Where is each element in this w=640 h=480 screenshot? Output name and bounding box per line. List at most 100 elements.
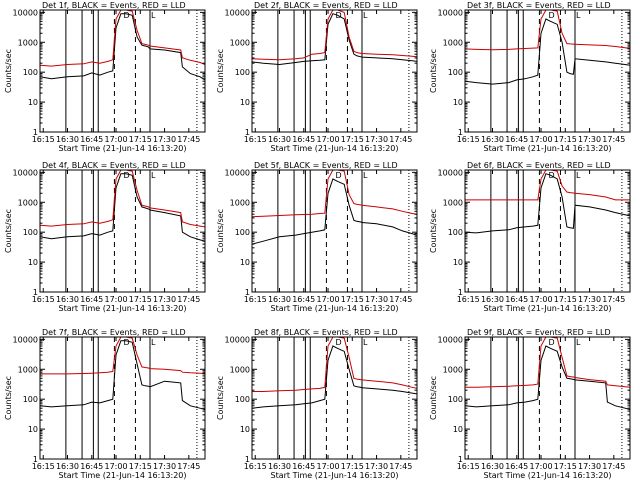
y-tick-label: 1 bbox=[33, 455, 38, 464]
x-tick-label: 17:00 bbox=[104, 295, 127, 304]
series-group bbox=[252, 10, 417, 66]
y-tick-label: 1 bbox=[458, 128, 463, 137]
x-axis-title: Start Time (21-Jun-14 16:13:20) bbox=[484, 471, 612, 480]
x-tick-label: 17:45 bbox=[389, 462, 412, 471]
x-tick-label: 16:30 bbox=[268, 295, 291, 304]
y-tick-label: 1 bbox=[245, 128, 250, 137]
y-axis-title: Counts/sec bbox=[216, 49, 225, 93]
y-tick-label: 1000 bbox=[443, 365, 463, 374]
x-tick-label: 17:30 bbox=[153, 135, 176, 144]
x-tick-label: 16:45 bbox=[292, 135, 315, 144]
y-tick-label: 1000 bbox=[230, 38, 250, 47]
x-tick-label: 17:45 bbox=[602, 462, 625, 471]
marker-letter: L bbox=[576, 11, 581, 20]
x-tick-label: 16:30 bbox=[481, 295, 504, 304]
y-tick-label: 1000 bbox=[230, 198, 250, 207]
y-tick-label: 10 bbox=[28, 258, 38, 267]
y-tick-label: 1 bbox=[458, 288, 463, 297]
panel-title: Det 5f, BLACK = Events, RED = LLD bbox=[254, 161, 398, 170]
y-tick-label: 100 bbox=[23, 395, 38, 404]
x-tick-label: 17:30 bbox=[578, 462, 601, 471]
series-lld bbox=[465, 10, 630, 51]
series-group bbox=[465, 170, 630, 234]
marker-letter: L bbox=[363, 11, 368, 20]
x-tick-label: 17:00 bbox=[316, 295, 339, 304]
series-lld bbox=[252, 337, 417, 392]
y-tick-label: 10 bbox=[240, 98, 250, 107]
x-tick-label: 17:45 bbox=[389, 135, 412, 144]
marker-letter: L bbox=[576, 171, 581, 180]
marker-letter: L bbox=[151, 171, 156, 180]
x-tick-label: 17:15 bbox=[341, 462, 364, 471]
x-tick-label: 17:45 bbox=[177, 135, 200, 144]
x-tick-label: 16:30 bbox=[268, 135, 291, 144]
y-tick-label: 1000 bbox=[18, 365, 38, 374]
x-tick-label: 16:15 bbox=[244, 135, 267, 144]
marker-letter: D bbox=[549, 338, 555, 347]
x-tick-label: 16:15 bbox=[32, 462, 55, 471]
x-tick-label: 17:45 bbox=[389, 295, 412, 304]
series-group bbox=[252, 170, 417, 245]
y-axis-title: Counts/sec bbox=[4, 49, 13, 93]
x-tick-label: 17:30 bbox=[153, 295, 176, 304]
y-tick-label: 100 bbox=[235, 395, 250, 404]
y-tick-label: 100 bbox=[235, 228, 250, 237]
x-tick-label: 17:15 bbox=[129, 135, 152, 144]
series-lld bbox=[40, 337, 205, 375]
series-events bbox=[465, 18, 630, 85]
series-group bbox=[252, 337, 417, 409]
x-tick-label: 16:45 bbox=[505, 295, 528, 304]
marker-letter: L bbox=[151, 11, 156, 20]
marker-letter: L bbox=[363, 338, 368, 347]
x-tick-label: 16:45 bbox=[80, 462, 103, 471]
x-tick-label: 16:30 bbox=[481, 135, 504, 144]
x-tick-label: 17:00 bbox=[104, 462, 127, 471]
x-tick-label: 17:00 bbox=[316, 462, 339, 471]
marker-letter: L bbox=[576, 338, 581, 347]
plot-frame bbox=[464, 336, 631, 460]
x-tick-label: 17:30 bbox=[365, 135, 388, 144]
x-axis-title: Start Time (21-Jun-14 16:13:20) bbox=[271, 304, 399, 313]
x-tick-label: 16:15 bbox=[457, 135, 480, 144]
plot-frame bbox=[251, 336, 418, 460]
x-axis-title: Start Time (21-Jun-14 16:13:20) bbox=[271, 144, 399, 153]
x-tick-label: 16:45 bbox=[292, 462, 315, 471]
x-tick-label: 17:00 bbox=[529, 135, 552, 144]
y-axis-title: Counts/sec bbox=[429, 209, 438, 253]
y-tick-label: 10000 bbox=[13, 8, 38, 17]
y-axis-title: Counts/sec bbox=[216, 376, 225, 420]
panel-title: Det 6f, BLACK = Events, RED = LLD bbox=[467, 161, 611, 170]
y-tick-label: 10000 bbox=[225, 8, 250, 17]
x-tick-label: 17:15 bbox=[341, 295, 364, 304]
y-tick-label: 10 bbox=[453, 425, 463, 434]
y-tick-label: 100 bbox=[448, 395, 463, 404]
series-events bbox=[40, 340, 205, 411]
x-tick-label: 17:00 bbox=[529, 462, 552, 471]
x-tick-label: 17:30 bbox=[365, 462, 388, 471]
y-tick-label: 100 bbox=[448, 228, 463, 237]
y-tick-label: 100 bbox=[23, 228, 38, 237]
x-tick-label: 17:00 bbox=[316, 135, 339, 144]
series-events bbox=[465, 345, 630, 411]
x-tick-label: 16:30 bbox=[56, 295, 79, 304]
series-events bbox=[40, 173, 205, 242]
series-events bbox=[252, 13, 417, 66]
x-tick-label: 16:15 bbox=[457, 295, 480, 304]
series-lld bbox=[465, 337, 630, 388]
panel-title: Det 2f, BLACK = Events, RED = LLD bbox=[254, 1, 398, 10]
marker-letter: D bbox=[124, 171, 130, 180]
marker-letter: D bbox=[124, 338, 130, 347]
series-events bbox=[465, 173, 630, 234]
